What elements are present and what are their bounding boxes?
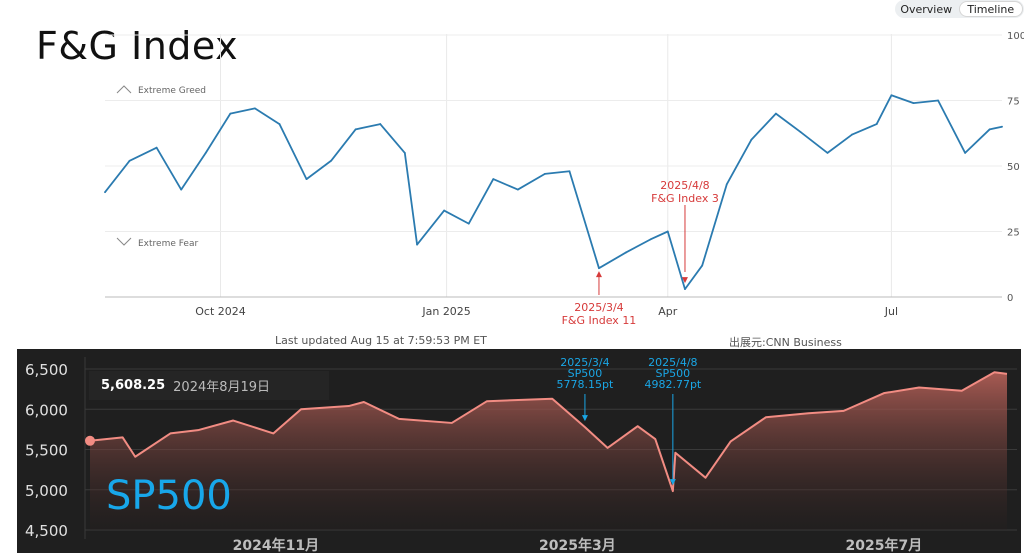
fg-point <box>104 191 106 194</box>
fg-point <box>180 188 183 191</box>
sp-annotation-label: SP500 <box>568 367 603 380</box>
tooltip-value: 5,608.25 <box>101 378 166 393</box>
sp-annotation-label: SP500 <box>656 367 691 380</box>
sp-annotation-label: 2025/3/4 <box>560 356 609 369</box>
fg-point <box>964 152 967 154</box>
sp-y-tick: 5,500 <box>25 442 68 460</box>
fg-x-tick: Jan 2025 <box>421 305 470 318</box>
sp-annotation-label: 5778.15pt <box>557 378 614 391</box>
fg-point <box>684 288 686 291</box>
extreme-greed-marker: Extreme Greed <box>116 85 206 96</box>
fg-point <box>750 138 753 141</box>
fg-annotation-arrowhead <box>595 271 602 278</box>
sp-annotation-label: 2025/4/8 <box>648 356 697 369</box>
sp-x-tick: 2024年11月 <box>233 537 319 553</box>
fg-y-tick: 100 <box>1007 31 1024 42</box>
fg-annotation-label: F&G Index 3 <box>651 192 719 205</box>
fg-point <box>204 152 207 154</box>
sp-area <box>90 372 1007 530</box>
fg-series-line <box>104 94 1003 291</box>
fg-x-tick: Apr <box>658 305 678 318</box>
fg-point <box>666 230 669 233</box>
fg-point <box>799 131 802 133</box>
fg-point <box>775 112 777 115</box>
fg-annotation-label: 2025/3/4 <box>574 301 623 314</box>
view-tabs: Overview Timeline <box>895 0 1024 18</box>
fg-point <box>649 238 652 241</box>
sp-y-tick: 5,000 <box>25 482 68 500</box>
fg-annotation-label: F&G Index 11 <box>562 314 637 327</box>
fg-point <box>912 102 915 105</box>
fg-annotations: 2025/3/4F&G Index 11 2025/4/8F&G Index 3 <box>562 179 719 327</box>
fg-point <box>128 159 131 162</box>
fg-annotation-arrowhead <box>681 277 688 284</box>
sp-series <box>85 371 1008 530</box>
fg-point <box>625 251 627 254</box>
fg-point <box>416 243 419 246</box>
sp-y-tick: 4,500 <box>25 522 68 540</box>
fg-point <box>701 264 704 267</box>
fg-series <box>104 94 1003 291</box>
fg-point <box>543 172 546 175</box>
fg-point <box>379 123 382 125</box>
fg-point <box>443 209 446 212</box>
fg-point <box>851 133 853 136</box>
sp-annotations: 2025/3/4SP5005778.15pt2025/4/8SP5004982.… <box>557 356 702 486</box>
tooltip-date: 2024年8月19日 <box>173 380 271 395</box>
fg-point <box>305 178 308 181</box>
fg-point <box>155 146 158 149</box>
fg-point <box>725 183 728 186</box>
fg-point <box>937 99 940 102</box>
extreme-greed-label: Extreme Greed <box>138 86 206 96</box>
last-updated: Last updated Aug 15 at 7:59:53 PM ET <box>275 334 487 347</box>
fg-point <box>229 112 232 115</box>
fg-annotation-label: 2025/4/8 <box>660 179 709 192</box>
tab-timeline[interactable]: Timeline <box>958 1 1023 17</box>
fg-point <box>988 128 991 131</box>
sp-annotation-arrowhead <box>669 479 676 486</box>
fg-point <box>568 170 571 173</box>
extreme-fear-label: Extreme Fear <box>138 239 198 249</box>
sp-tooltip: 5,608.25 2024年8月19日 <box>89 371 329 400</box>
page-title: F&G Index <box>36 24 239 68</box>
tab-overview[interactable]: Overview <box>900 2 953 16</box>
fg-point <box>516 188 519 191</box>
fg-point <box>826 152 829 154</box>
fg-ticks: Oct 2024 Jan 2025 Apr Jul 0 25 50 75 100 <box>195 31 1024 318</box>
fg-point <box>492 178 495 181</box>
fg-point <box>890 94 893 97</box>
sp-y-tick: 6,000 <box>25 401 68 419</box>
sp-ticks: 4,500 5,000 5,500 6,000 6,500 2024年11月 2025年3月… <box>25 361 922 553</box>
fg-point <box>278 123 281 125</box>
sp-x-tick: 2025年3月 <box>539 537 616 553</box>
fg-point <box>467 222 470 225</box>
fg-y-tick: 0 <box>1007 293 1013 304</box>
source-credit: 出展元:CNN Business <box>729 336 842 349</box>
fg-point <box>403 152 406 154</box>
fg-point <box>354 128 357 131</box>
fg-point <box>598 267 600 270</box>
fg-y-tick: 25 <box>1007 228 1020 239</box>
fg-y-tick: 75 <box>1007 97 1020 108</box>
fg-point <box>875 123 878 125</box>
sp-x-tick: 2025年7月 <box>846 537 923 553</box>
sp500-label: SP500 <box>106 473 232 519</box>
sp-annotation-label: 4982.77pt <box>644 378 701 391</box>
fg-point <box>254 107 256 110</box>
fg-x-tick: Oct 2024 <box>195 305 246 318</box>
fg-y-tick: 50 <box>1007 162 1020 173</box>
fg-x-tick: Jul <box>884 305 898 318</box>
fg-point <box>330 159 332 162</box>
fear-greed-chart: Extreme Greed Extreme Fear Oct 2024 Jan 2… <box>104 31 1024 327</box>
sp-current-point <box>85 435 95 446</box>
sp-series-line <box>89 371 1008 493</box>
fg-grid <box>105 34 1002 298</box>
sp-annotation-arrowhead <box>581 415 588 422</box>
fg-point <box>1001 125 1003 128</box>
sp-y-tick: 6,500 <box>25 361 68 379</box>
extreme-fear-marker: Extreme Fear <box>116 237 198 249</box>
